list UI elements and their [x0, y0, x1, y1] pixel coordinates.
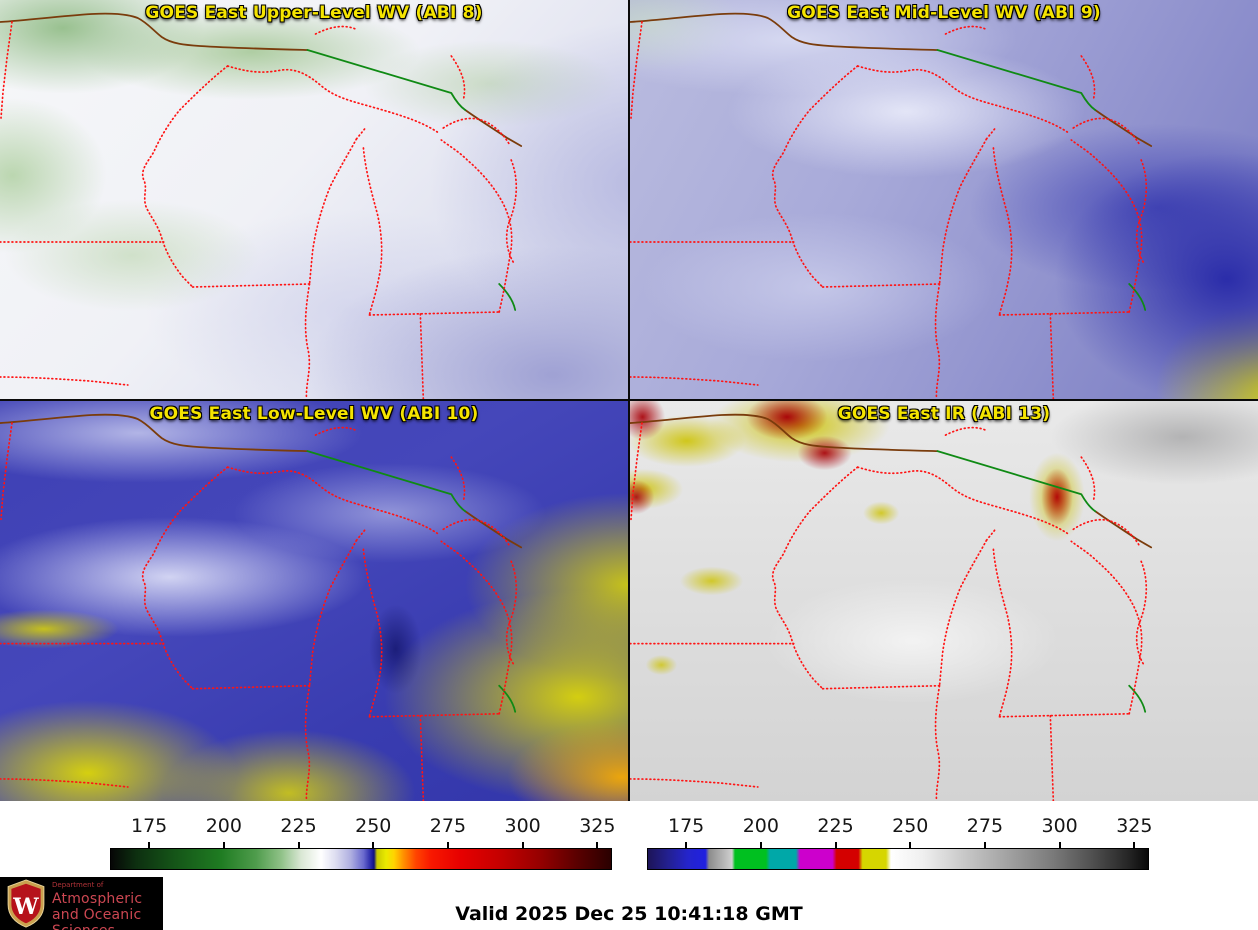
colorbar-tick-label: 175 — [668, 815, 705, 837]
colorbar-tick-label: 325 — [579, 815, 616, 837]
colorbar-tick-label: 200 — [742, 815, 779, 837]
logo-department-text: Department of — [52, 881, 104, 889]
panel-mid-level-wv: GOES East Mid-Level WV (ABI 9) — [630, 0, 1258, 399]
colorbar-tick-label: 225 — [817, 815, 854, 837]
panel-upper-level-wv: GOES East Upper-Level WV (ABI 8) — [0, 0, 628, 399]
colorbar-tick-label: 325 — [1116, 815, 1153, 837]
ir-colorbar-group: 175 200 225 250 275 300 325 — [647, 815, 1153, 873]
panel-title: GOES East IR (ABI 13) — [837, 404, 1051, 424]
colorbar-tick-label: 300 — [504, 815, 541, 837]
colorbar-tick-label: 225 — [280, 815, 317, 837]
uw-aos-logo: W Department of Atmospheric and Oceanic … — [0, 877, 163, 930]
colorbar-tick-label: 275 — [966, 815, 1004, 837]
panel-ir: GOES East IR (ABI 13) — [630, 401, 1258, 801]
panel-title: GOES East Upper-Level WV (ABI 8) — [145, 3, 483, 23]
uw-crest-icon: W — [7, 879, 45, 928]
colorbar-tick-label: 275 — [429, 815, 467, 837]
colorbar-tick-label: 300 — [1041, 815, 1078, 837]
valid-timestamp: Valid 2025 Dec 25 10:41:18 GMT — [455, 903, 803, 925]
panel-title: GOES East Low-Level WV (ABI 10) — [149, 404, 479, 424]
logo-name-line2: and Oceanic Sciences — [52, 907, 142, 930]
quad-panel-display: GOES East Upper-Level WV (ABI 8) GOES Ea… — [0, 0, 1258, 801]
state-boundaries-overlay — [630, 413, 1153, 801]
state-boundaries-overlay — [630, 12, 1153, 399]
logo-name-line1: Atmospheric — [52, 891, 143, 907]
colorbar-tick-label: 250 — [892, 815, 929, 837]
colorbar-tick-label: 175 — [131, 815, 168, 837]
state-boundaries-overlay — [0, 12, 523, 399]
state-boundaries-overlay — [0, 413, 523, 801]
wv-colorbar-group: 175 200 225 250 275 300 325 — [110, 815, 616, 873]
logo-text: Department of Atmospheric and Oceanic Sc… — [52, 882, 163, 930]
panel-low-level-wv: GOES East Low-Level WV (ABI 10) — [0, 401, 628, 801]
wv-colorbar — [110, 848, 612, 870]
panel-title: GOES East Mid-Level WV (ABI 9) — [787, 3, 1101, 23]
crest-letter: W — [12, 894, 39, 920]
colorbar-tick-label: 200 — [205, 815, 242, 837]
colorbar-tick-label: 250 — [355, 815, 392, 837]
ir-colorbar — [647, 848, 1149, 870]
